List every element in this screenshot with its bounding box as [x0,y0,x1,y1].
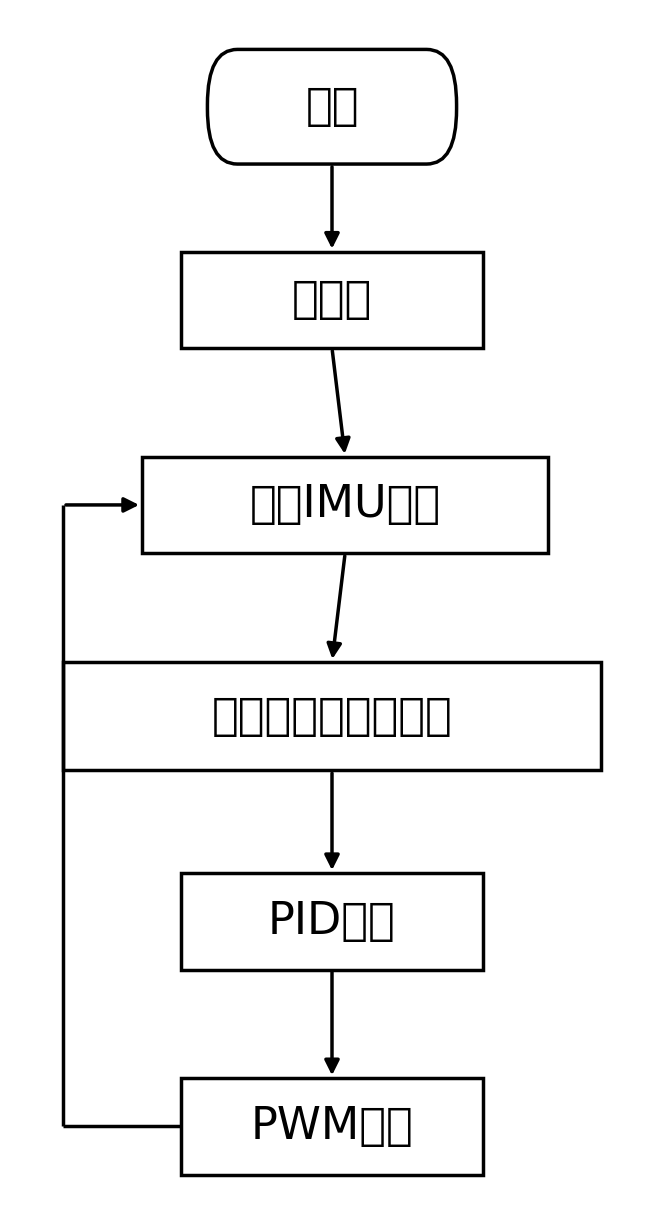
Text: 导航算法计算滚转角: 导航算法计算滚转角 [212,695,452,738]
Text: 采集IMU数据: 采集IMU数据 [250,484,441,526]
FancyBboxPatch shape [181,1078,483,1175]
Text: 开始: 开始 [305,85,359,129]
Text: PID计算: PID计算 [268,900,396,943]
Text: 初始化: 初始化 [292,278,372,321]
FancyBboxPatch shape [63,662,601,770]
FancyBboxPatch shape [142,457,548,553]
FancyBboxPatch shape [181,872,483,970]
FancyBboxPatch shape [207,50,457,164]
FancyBboxPatch shape [181,252,483,347]
Text: PWM输出: PWM输出 [250,1104,414,1148]
